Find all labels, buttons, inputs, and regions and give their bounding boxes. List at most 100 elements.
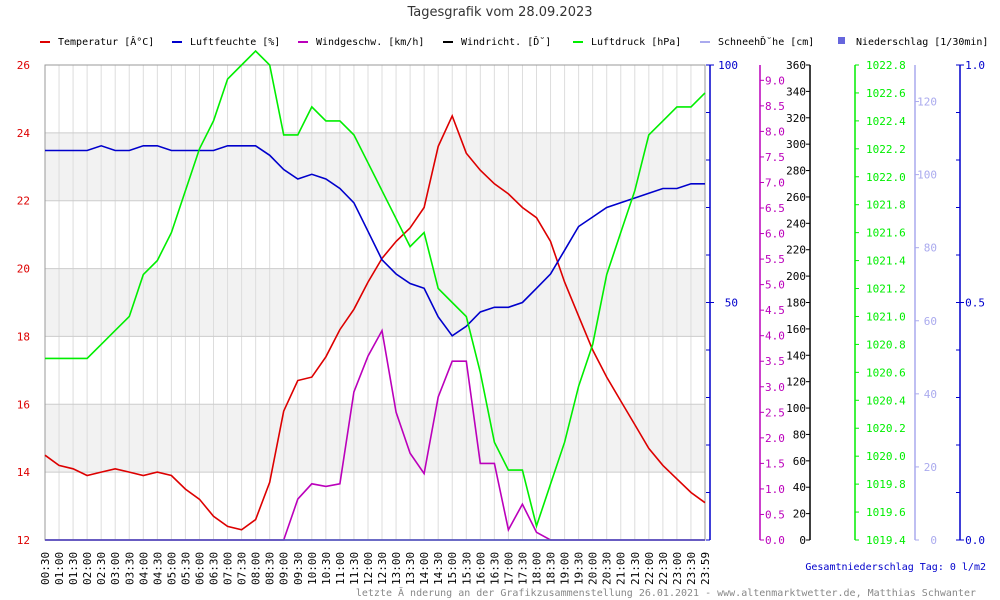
x-tick-label: 13:30 [404,552,417,585]
x-tick-label: 11:30 [348,552,361,585]
y-tick-dir: 160 [786,323,806,336]
chart-title: Tagesgrafik vom 28.09.2023 [406,5,592,20]
y-tick-dir: 280 [786,165,806,178]
y-tick-dir: 40 [793,481,806,494]
series-line-press [45,49,706,529]
x-tick-label: 04:00 [137,552,150,585]
x-tick-label: 16:00 [474,552,487,585]
y-tick-press: 1021.8 [866,199,906,212]
x-tick-label: 21:30 [629,552,642,585]
legend-label-6: Niederschlag [1/30min] [856,37,988,48]
y-tick-wind: 0.5 [765,508,785,521]
y-tick-press: 1022.4 [866,115,906,128]
x-tick-label: 10:30 [320,552,333,585]
x-tick-label: 07:00 [222,552,235,585]
y-tick-temp: 18 [17,330,30,343]
y-tick-dir: 320 [786,112,806,125]
y-tick-snow: 60 [924,315,937,328]
y-tick-dir: 180 [786,297,806,310]
x-tick-label: 22:00 [643,552,656,585]
legend: Temperatur [Â°C] Luftfeuchte [%] Windgesch… [40,35,988,48]
x-tick-label: 20:00 [587,552,600,585]
x-tick-label: 16:30 [488,552,501,585]
y-tick-press: 1020.4 [866,394,906,407]
y-tick-precip: 0.0 [965,534,985,547]
y-tick-wind: 8.0 [765,125,785,138]
y-tick-wind: 3.0 [765,381,785,394]
x-tick-label: 09:00 [278,552,291,585]
y-tick-press: 1022.6 [866,87,906,100]
y-tick-dir: 120 [786,376,806,389]
x-tick-label: 20:30 [601,552,614,585]
legend-label-5: SchneehĎ˘he [cm] [718,35,814,48]
y-tick-wind: 8.5 [765,100,785,113]
series-line-hum [45,144,705,337]
y-tick-press: 1021.2 [866,283,906,296]
y-tick-wind: 5.0 [765,279,785,292]
y-tick-precip: 1.0 [965,59,985,72]
y-tick-temp: 12 [17,534,30,547]
x-tick-label: 19:30 [573,552,586,585]
y-tick-dir: 60 [793,455,806,468]
x-tick-label: 03:00 [109,552,122,585]
x-tick-label: 07:30 [236,552,249,585]
series-line-temp [44,113,706,531]
legend-label-1: Luftfeuchte [%] [190,37,280,48]
y-tick-press: 1022.8 [866,59,906,72]
y-tick-temp: 24 [17,127,31,140]
x-tick-label: 09:30 [292,552,305,585]
band [45,268,705,337]
y-tick-temp: 20 [17,263,30,276]
y-tick-wind: 4.5 [765,304,785,317]
y-tick-dir: 100 [786,402,806,415]
y-tick-dir: 20 [793,508,806,521]
y-tick-temp: 22 [17,195,30,208]
x-tick-label: 04:30 [151,552,164,585]
legend-label-4: Luftdruck [hPa] [591,37,681,48]
y-tick-snow: 120 [917,96,937,109]
y-tick-press: 1019.4 [866,534,906,547]
y-tick-wind: 4.0 [765,330,785,343]
x-tick-label: 22:30 [657,552,670,585]
y-tick-press: 1020.6 [866,366,906,379]
y-tick-dir: 300 [786,138,806,151]
y-tick-hum: 100 [718,59,738,72]
x-tick-label: 06:30 [208,552,221,585]
y-tick-wind: 0.0 [765,534,785,547]
y-tick-wind: 7.0 [765,176,785,189]
y-tick-press: 1022.2 [866,143,906,156]
y-tick-wind: 7.5 [765,151,785,164]
x-tick-label: 05:30 [179,552,192,585]
x-axis: 00:30 01:00 01:30 02:00 02:30 03:00 03:30 04:00… [39,552,712,585]
x-tick-label: 01:00 [53,552,66,585]
y-tick-hum: 50 [725,297,738,310]
x-tick-label: 02:30 [95,552,108,585]
band [45,404,705,473]
x-tick-label: 10:00 [306,552,319,585]
plot-area [45,65,705,540]
legend-label-2: Windgeschw. [km/h] [316,37,424,48]
x-tick-label: 01:30 [67,552,80,585]
x-tick-label: 12:00 [362,552,375,585]
x-tick-label: 19:00 [559,552,572,585]
y-tick-dir: 360 [786,59,806,72]
y-tick-dir: 260 [786,191,806,204]
x-tick-label: 14:00 [418,552,431,585]
y-tick-wind: 5.5 [765,253,785,266]
x-tick-label: 08:30 [264,552,277,585]
x-tick-label: 11:00 [334,552,347,585]
y-tick-press: 1020.8 [866,338,906,351]
x-tick-label: 21:00 [615,552,628,585]
y-tick-press: 1020.0 [866,450,906,463]
axes-layer: 12 14 16 18 20 22 24 26 50 100 0.0 0.5 1.0 1.5 2.0 2.5 3… [17,59,985,547]
y-tick-temp: 26 [17,59,30,72]
footer-note: letzte Ă nderung an der Grafikzusammenst… [356,586,976,599]
x-tick-label: 03:30 [123,552,136,585]
x-tick-label: 13:00 [390,552,403,585]
y-tick-press: 1021.0 [866,310,906,323]
x-tick-label: 23:59 [699,552,712,585]
y-tick-wind: 6.5 [765,202,785,215]
y-tick-wind: 1.5 [765,457,785,470]
legend-label-3: Windricht. [Ď˘] [461,35,551,48]
y-tick-snow: 40 [924,388,937,401]
